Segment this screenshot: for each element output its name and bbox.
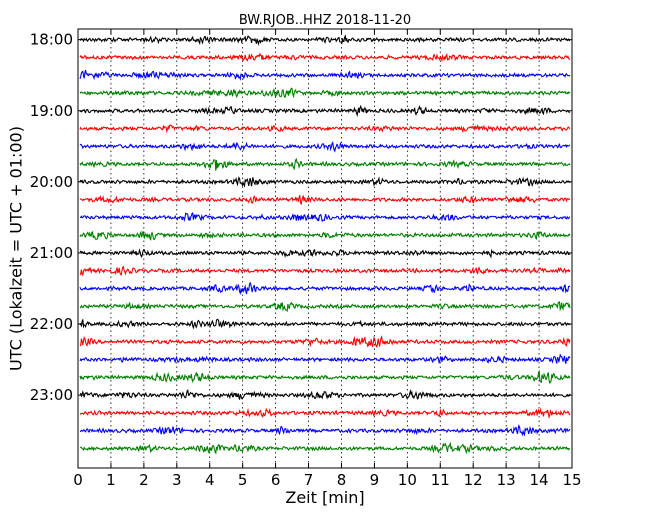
trace-2145 xyxy=(79,301,571,312)
y-tick-label: 18:00 xyxy=(30,31,73,49)
trace-2030 xyxy=(79,212,571,223)
x-tick-label: 2 xyxy=(139,471,149,489)
x-tick-label: 10 xyxy=(398,471,417,489)
trace-2245 xyxy=(79,369,571,384)
trace-1845 xyxy=(79,87,571,99)
trace-2130 xyxy=(79,281,571,295)
y-tick-label: 23:00 xyxy=(30,386,73,404)
plot-frame xyxy=(77,28,573,469)
x-tick-label: 1 xyxy=(106,471,116,489)
x-tick-label: 6 xyxy=(271,471,281,489)
x-tick-label: 5 xyxy=(238,471,248,489)
x-tick-label: 13 xyxy=(497,471,516,489)
x-tick-label: 15 xyxy=(562,471,581,489)
x-tick-label: 8 xyxy=(337,471,347,489)
x-tick-label: 14 xyxy=(530,471,549,489)
trace-layer xyxy=(79,34,571,455)
x-tick-label: 11 xyxy=(431,471,450,489)
trace-1815 xyxy=(79,52,571,63)
x-axis-label: Zeit [min] xyxy=(285,488,364,507)
trace-2315 xyxy=(79,407,571,419)
trace-2330 xyxy=(79,423,571,437)
trace-1800 xyxy=(79,34,571,46)
trace-2200 xyxy=(79,318,571,330)
y-tick-label: 20:00 xyxy=(30,173,73,191)
x-tick-label: 12 xyxy=(464,471,483,489)
trace-2300 xyxy=(79,388,571,400)
y-axis-label: UTC (Lokalzeit = UTC + 01:00) xyxy=(7,126,26,371)
trace-2015 xyxy=(79,195,571,205)
x-tick-label: 4 xyxy=(205,471,215,489)
y-tick-label: 19:00 xyxy=(30,102,73,120)
y-tick-label: 22:00 xyxy=(30,315,73,333)
trace-2115 xyxy=(79,265,571,277)
trace-2100 xyxy=(79,248,571,259)
trace-1900 xyxy=(79,104,571,118)
trace-1945 xyxy=(79,157,571,171)
trace-2215 xyxy=(79,335,571,348)
x-tick-label: 9 xyxy=(370,471,380,489)
trace-1915 xyxy=(79,124,571,134)
trace-2345 xyxy=(79,441,571,455)
trace-2230 xyxy=(79,353,571,365)
chart-title: BW.RJOB..HHZ 2018-11-20 xyxy=(239,13,411,28)
trace-1830 xyxy=(79,69,571,82)
trace-1930 xyxy=(79,140,571,153)
x-tick-label: 7 xyxy=(304,471,314,489)
x-tick-label: 0 xyxy=(73,471,83,489)
y-tick-label: 21:00 xyxy=(30,244,73,262)
trace-2000 xyxy=(79,176,571,188)
tick-layer: 0 1 2 3 4 5 6 7 8 9 10 11 12 13 14 1518:0019:0020:0021:… xyxy=(30,29,582,489)
grid-layer xyxy=(110,29,540,468)
trace-2045 xyxy=(79,230,571,241)
x-tick-label: 3 xyxy=(172,471,182,489)
